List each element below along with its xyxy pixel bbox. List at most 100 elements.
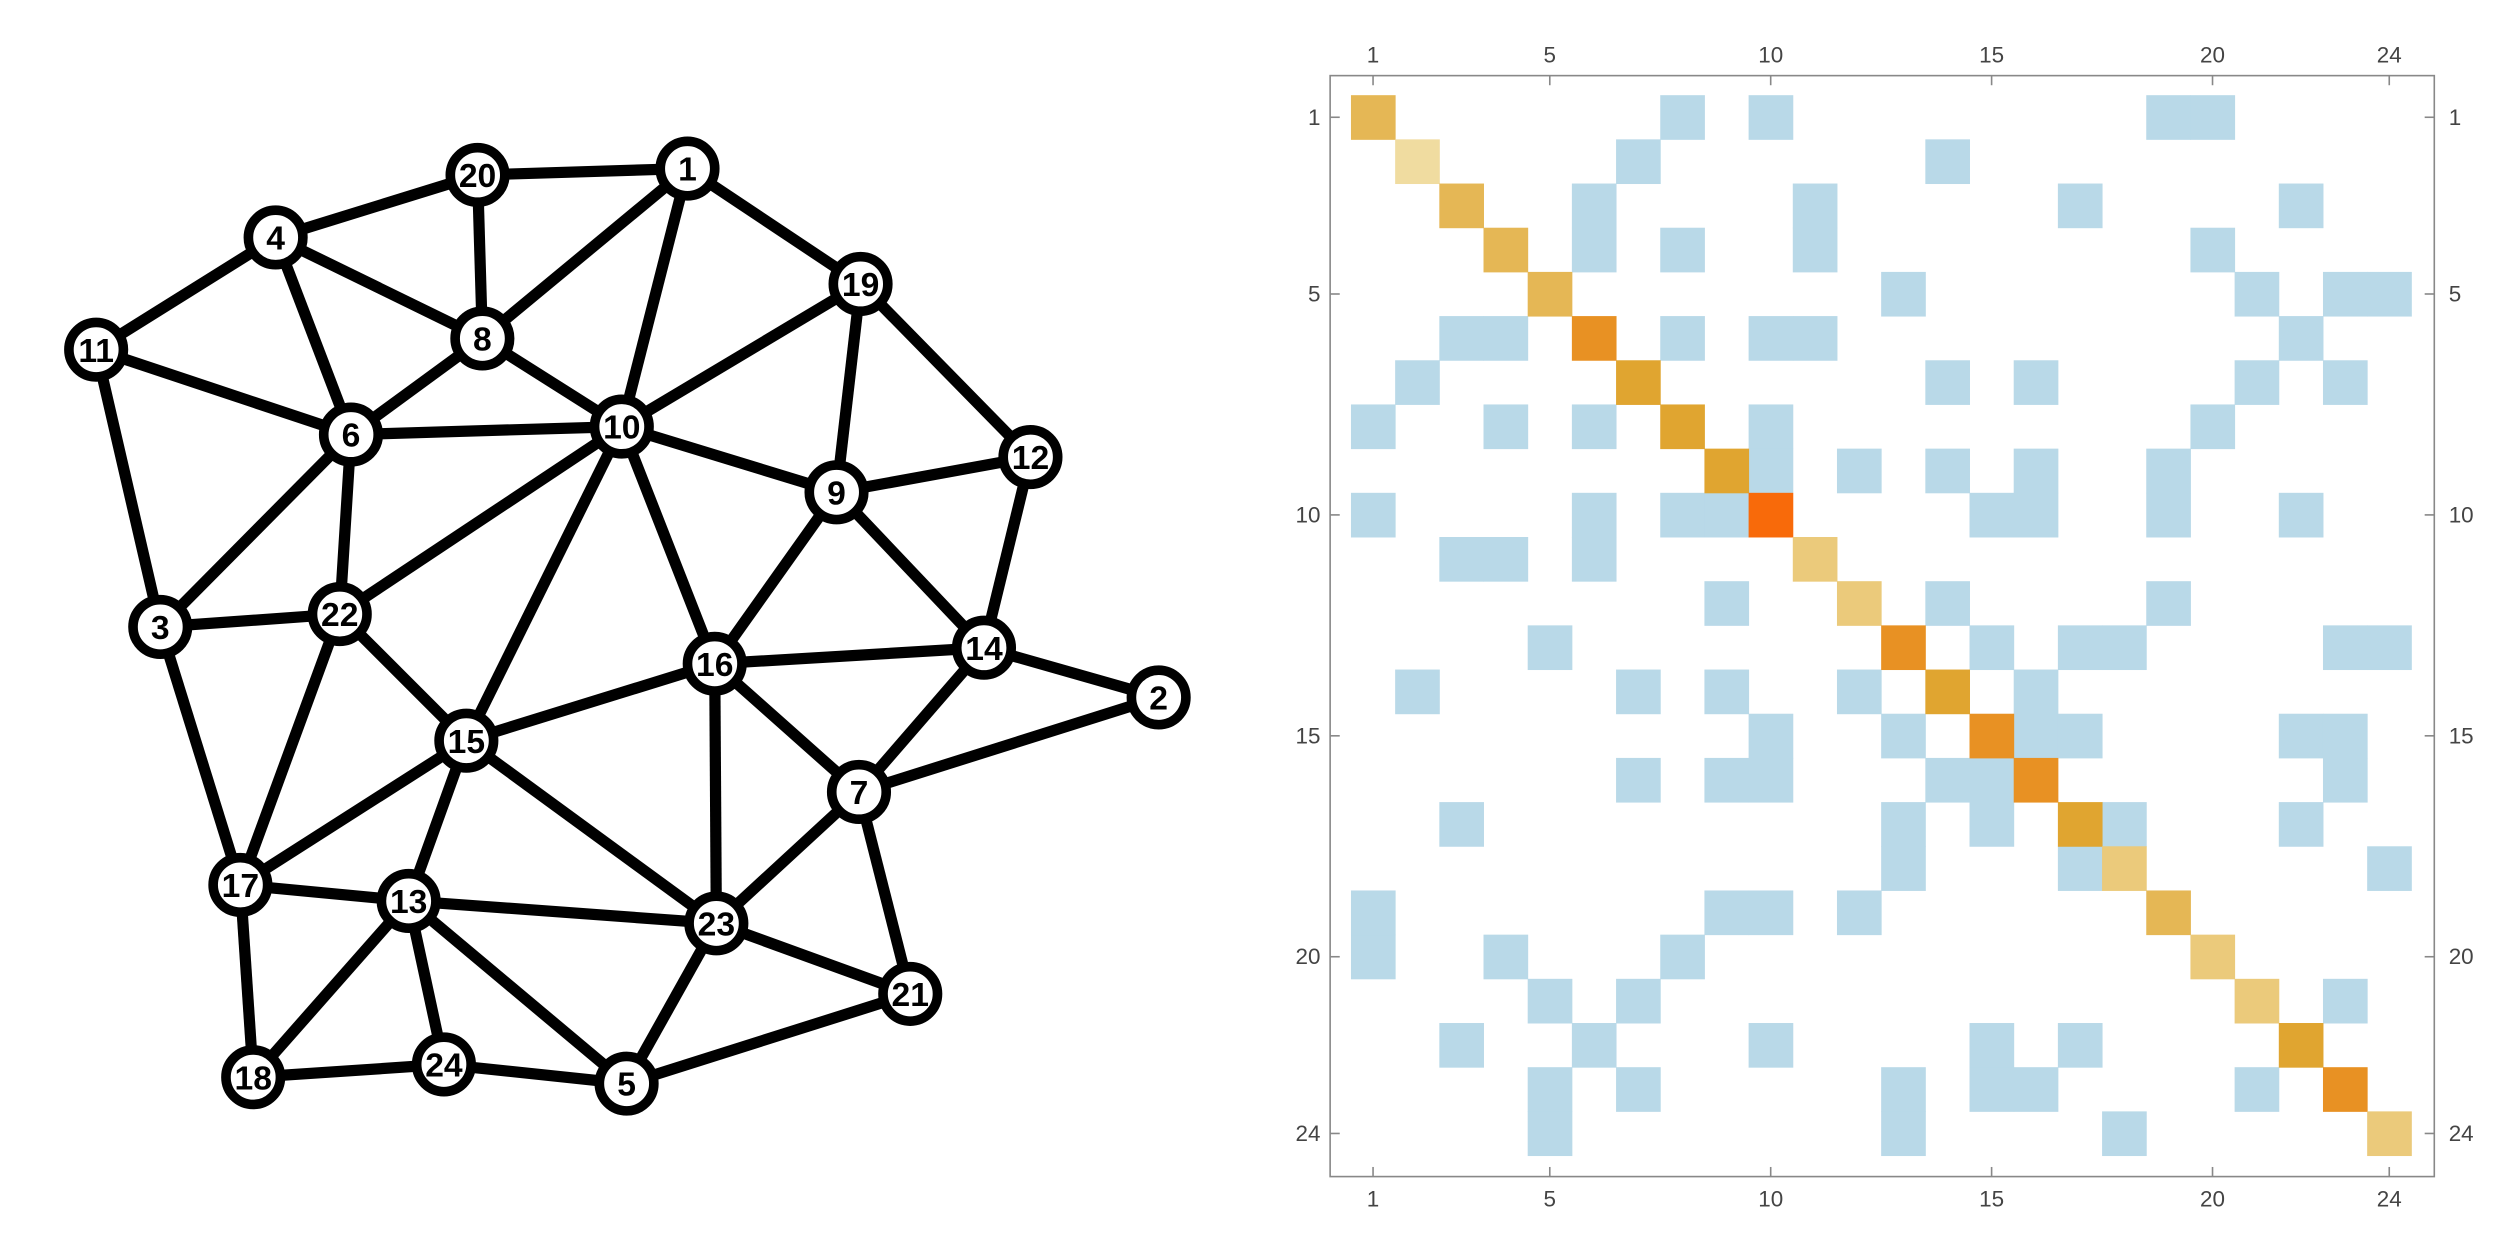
matrix-cell — [2146, 95, 2191, 140]
matrix-cell — [1748, 890, 1794, 936]
node — [318, 402, 384, 467]
matrix-diagonal-cell — [1836, 581, 1882, 626]
matrix-cell — [1748, 316, 1794, 361]
node — [376, 868, 441, 933]
matrix-cell — [1439, 802, 1484, 847]
node — [589, 394, 654, 459]
matrix-cell — [1792, 183, 1838, 229]
matrix-cell — [2102, 1111, 2147, 1157]
node — [682, 631, 747, 696]
node — [450, 306, 515, 371]
matrix-cell — [1925, 448, 1970, 494]
matrix-diagonal-cell — [1439, 183, 1484, 229]
tick-label: 5 — [2449, 281, 2461, 306]
matrix-cell — [1748, 1023, 1794, 1068]
edge — [237, 735, 470, 890]
matrix-diagonal-cell — [2013, 757, 2059, 803]
matrix-cell — [1748, 95, 1794, 140]
matrix-cell — [1350, 404, 1396, 450]
node — [804, 460, 869, 525]
matrix-cell — [1660, 316, 1705, 361]
matrix-cell — [1616, 669, 1661, 715]
node — [411, 1032, 476, 1097]
matrix-cell — [1395, 669, 1440, 715]
node — [1126, 665, 1191, 730]
matrix-cell — [2322, 757, 2368, 803]
matrix-cell — [1616, 139, 1661, 185]
edge — [408, 895, 717, 929]
node-label: 3 — [151, 610, 170, 647]
node — [998, 424, 1063, 490]
edge — [478, 164, 692, 343]
edge — [336, 421, 625, 619]
matrix-cell — [1439, 316, 1484, 361]
matrix-cell — [2013, 448, 2059, 494]
matrix-cell — [1483, 404, 1529, 450]
tick-label: 1 — [1367, 42, 1379, 67]
matrix-cell — [1881, 846, 1926, 891]
matrix-cell — [1571, 404, 1617, 450]
matrix-cell — [1792, 316, 1838, 361]
matrix-diagonal-cell — [1395, 139, 1440, 185]
edge — [616, 424, 720, 666]
matrix-diagonal-cell — [2322, 1067, 2368, 1112]
node-label: 11 — [78, 333, 114, 370]
node-label: 19 — [842, 267, 879, 304]
matrix-diagonal-cell — [1792, 537, 1838, 582]
edge — [93, 232, 279, 355]
matrix-cell — [2102, 802, 2147, 847]
matrix-cell — [1616, 757, 1661, 803]
node-label: 2 — [1149, 681, 1168, 718]
matrix-cell — [1969, 802, 2015, 847]
matrix-cell — [1792, 227, 1838, 273]
tick-label: 10 — [2449, 502, 2474, 527]
edge — [714, 642, 985, 670]
edge — [978, 455, 1036, 650]
matrix-diagonal-cell — [1527, 271, 1573, 317]
matrix-cell — [1925, 757, 1970, 803]
matrix-cell — [1704, 757, 1750, 803]
matrix-cell — [1969, 625, 2015, 671]
matrix-cell — [1969, 492, 2015, 538]
edge — [711, 659, 863, 797]
matrix-frame — [1329, 74, 2436, 1178]
matrix-cell — [2190, 404, 2236, 450]
tick-label: 15 — [1979, 1187, 2004, 1212]
matrix-diagonal-cell — [1969, 713, 2015, 759]
matrix-cell — [2057, 713, 2103, 759]
matrix-cell — [2146, 448, 2191, 494]
matrix-cell — [1439, 537, 1484, 582]
node — [128, 594, 193, 659]
matrix-cell — [1704, 492, 1750, 538]
matrix-cell — [1483, 316, 1529, 361]
edge — [714, 918, 913, 1000]
matrix-cell — [2013, 492, 2059, 538]
matrix-diagonal-cell — [2278, 1023, 2324, 1068]
node — [307, 582, 372, 647]
edge — [156, 430, 355, 631]
matrix-cell — [1748, 713, 1794, 759]
tick-label: 15 — [1979, 42, 2004, 67]
matrix-cell — [2278, 802, 2324, 847]
matrix-cell — [2234, 271, 2280, 317]
edge — [853, 790, 916, 996]
edge — [620, 421, 839, 498]
matrix-cell — [2367, 625, 2412, 671]
node-label: 5 — [617, 1067, 636, 1104]
matrix-cell — [2367, 846, 2412, 891]
matrix-diagonal-cell — [1350, 95, 1396, 140]
edge — [235, 612, 346, 887]
matrix-cell — [1350, 492, 1396, 538]
matrix-cell — [2146, 581, 2191, 626]
matrix-cell — [2322, 360, 2368, 405]
tick-label: 10 — [1296, 502, 1321, 527]
matrix-diagonal-cell — [1748, 492, 1794, 538]
node — [445, 142, 510, 208]
matrix-cell — [2278, 713, 2324, 759]
matrix-cell — [2190, 95, 2236, 140]
matrix-cell — [2190, 227, 2236, 273]
node — [828, 251, 893, 317]
matrix-cell — [1350, 934, 1396, 980]
edge — [618, 279, 864, 432]
